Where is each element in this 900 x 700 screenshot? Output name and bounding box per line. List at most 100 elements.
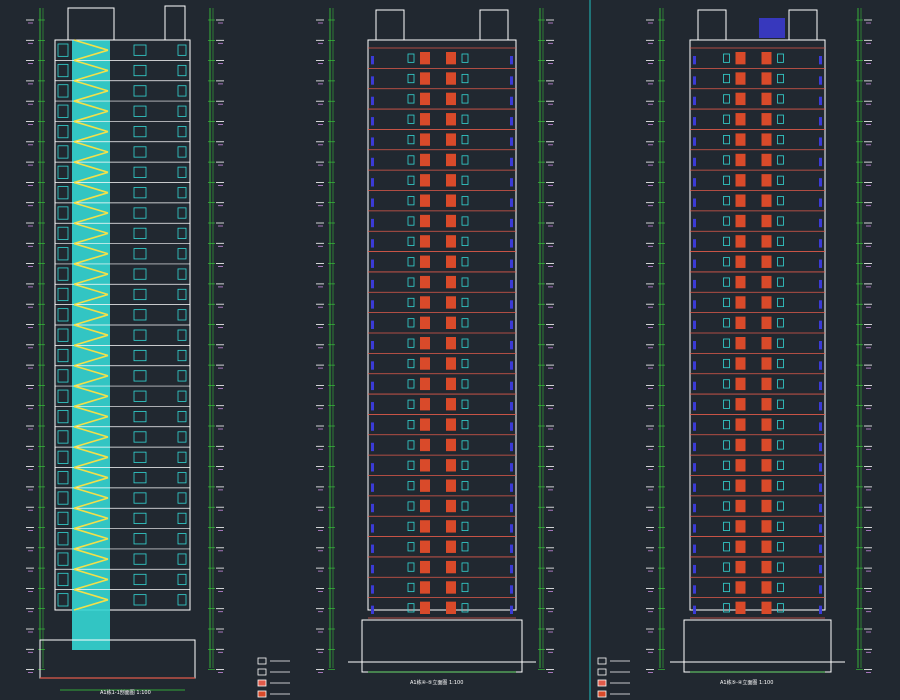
edge-marker xyxy=(371,402,374,411)
window-panel xyxy=(446,275,456,289)
window-panel xyxy=(446,337,456,350)
window-panel xyxy=(420,377,430,391)
elevation-drawing-b xyxy=(646,8,872,673)
section-window xyxy=(133,573,147,586)
legend-swatch xyxy=(257,679,267,687)
window-panel xyxy=(735,560,746,574)
edge-marker xyxy=(371,96,374,106)
section-window xyxy=(177,492,187,504)
window-panel xyxy=(446,113,456,126)
edge-marker xyxy=(693,239,696,248)
window-panel xyxy=(735,337,746,350)
section-window xyxy=(133,553,147,565)
glazing-window xyxy=(407,135,415,145)
window-panel xyxy=(420,520,430,533)
glazing-window xyxy=(461,521,469,531)
window-panel xyxy=(735,459,746,472)
section-window xyxy=(177,329,187,341)
section-window xyxy=(133,431,147,443)
window-panel xyxy=(761,560,772,574)
edge-marker xyxy=(693,300,696,309)
section-window xyxy=(177,268,187,280)
section-window xyxy=(133,268,147,280)
elevation-a-caption: A1栋④-⑤立面图 1:100 xyxy=(410,679,463,686)
edge-marker xyxy=(819,178,822,187)
section-window xyxy=(57,410,69,424)
edge-marker xyxy=(693,524,696,533)
edge-marker xyxy=(819,239,822,248)
glazing-window xyxy=(777,236,784,246)
glazing-window xyxy=(723,358,730,369)
section-window xyxy=(57,206,69,220)
section-window xyxy=(133,166,147,178)
glazing-window xyxy=(407,542,415,552)
section-window xyxy=(57,593,69,607)
glazing-window xyxy=(723,399,730,409)
window-panel xyxy=(735,133,746,146)
section-window xyxy=(57,552,69,566)
edge-marker xyxy=(510,605,513,614)
edge-marker xyxy=(510,483,513,492)
glazing-window xyxy=(407,460,415,470)
edge-marker xyxy=(371,300,374,309)
section-caption: A1栋1-1剖面图 1:100 xyxy=(100,689,151,696)
edge-marker xyxy=(510,341,513,350)
edge-marker xyxy=(819,463,822,472)
window-panel xyxy=(735,479,746,492)
edge-marker xyxy=(510,137,513,146)
glazing-window xyxy=(777,114,784,124)
glazing-window xyxy=(407,399,415,409)
stair-flight xyxy=(73,588,109,601)
glazing-window xyxy=(407,53,415,63)
legend-group xyxy=(257,657,630,698)
stair-flight xyxy=(73,314,109,326)
section-window xyxy=(133,451,147,463)
section-window xyxy=(177,472,187,484)
glazing-window xyxy=(723,297,730,308)
window-panel xyxy=(420,560,430,574)
edge-marker xyxy=(510,503,513,513)
glazing-window xyxy=(723,501,730,511)
window-panel xyxy=(420,337,430,350)
stair-flight xyxy=(73,171,109,184)
glazing-window xyxy=(461,379,469,389)
section-window xyxy=(57,308,69,322)
glazing-window xyxy=(461,155,469,165)
section-window xyxy=(177,349,187,362)
section-window xyxy=(57,369,69,383)
section-window xyxy=(57,104,69,118)
facade-outline xyxy=(689,39,826,611)
stair-flight xyxy=(73,527,109,540)
glazing-window xyxy=(723,135,730,145)
window-panel xyxy=(735,581,746,594)
glazing-window xyxy=(407,481,415,491)
edge-marker xyxy=(693,564,696,574)
edge-marker xyxy=(819,605,822,614)
glazing-window xyxy=(461,236,469,246)
glazing-window xyxy=(777,196,784,206)
window-panel xyxy=(446,520,456,533)
stair-flight xyxy=(73,110,109,123)
section-window xyxy=(133,512,147,524)
glazing-window xyxy=(723,94,730,104)
section-window xyxy=(57,287,69,302)
edge-marker xyxy=(693,361,696,370)
window-panel xyxy=(446,499,456,513)
edge-marker xyxy=(819,300,822,309)
section-window xyxy=(177,573,187,586)
glazing-window xyxy=(723,460,730,470)
edge-marker xyxy=(693,442,696,452)
edge-marker xyxy=(371,157,374,167)
section-window xyxy=(57,450,69,464)
window-panel xyxy=(735,72,746,85)
section-window xyxy=(57,186,69,200)
section-window xyxy=(133,309,147,321)
section-window xyxy=(177,309,187,321)
glazing-window xyxy=(407,257,415,267)
section-window xyxy=(57,63,69,78)
stair-flight xyxy=(73,191,109,204)
glazing-window xyxy=(723,542,730,552)
stair-flight xyxy=(73,537,109,550)
glazing-window xyxy=(777,53,784,63)
stair-flight xyxy=(73,141,109,153)
